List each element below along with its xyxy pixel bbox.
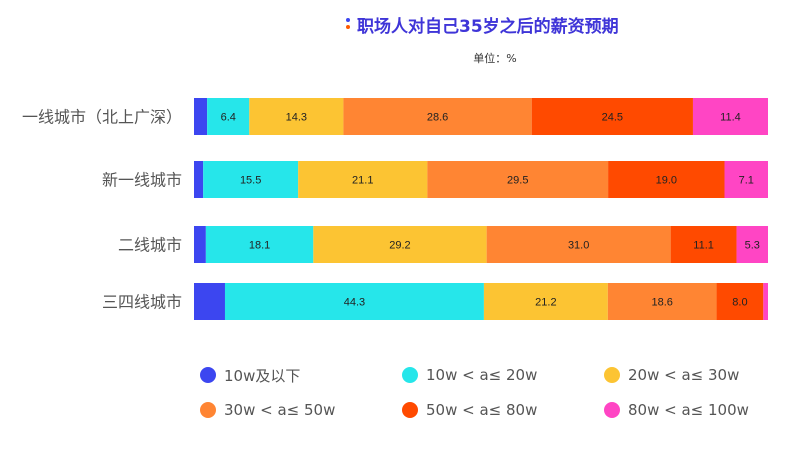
bar-value-label: 18.6 [651,297,672,309]
bar-segment [608,161,725,198]
bar-segment [203,161,299,198]
title-dot-blue [346,18,350,22]
legend-label: 10w < a≤ 20w [426,366,538,384]
bar-segment [194,98,208,135]
bar-segment [313,226,487,263]
bar-segment [670,226,737,263]
bar-value-label: 21.1 [352,175,373,187]
category-label: 三四线城市 [102,293,182,312]
bar-segment [205,226,314,263]
legend-swatch [402,367,418,383]
bar-value-label: 29.2 [389,240,410,252]
legend-item: 10w < a≤ 20w [402,364,537,386]
bar-value-label: 6.4 [221,112,236,124]
bar-value-label: 14.3 [286,112,307,124]
legend-item: 30w < a≤ 50w [200,399,335,421]
bar-segment [194,161,204,198]
chart-title: 职场人对自己35岁之后的薪资预期 [357,17,619,37]
bar-segment [249,98,344,135]
bar-value-label: 19.0 [656,175,677,187]
legend-swatch [200,402,216,418]
bar-value-label: 28.6 [427,112,448,124]
bar-value-label: 31.0 [568,240,589,252]
bar-value-label: 11.4 [720,112,741,124]
legend-swatch [604,402,620,418]
legend-label: 10w及以下 [224,366,301,385]
legend-item: 50w < a≤ 80w [402,399,537,421]
bar-segment [486,226,671,263]
bar-value-label: 24.5 [602,112,623,124]
bar-segment [763,283,768,320]
bar-segment [607,283,717,320]
bar-value-label: 8.0 [732,297,747,309]
bar-value-label: 29.5 [507,175,528,187]
legend-item: 80w < a≤ 100w [604,399,749,421]
legend-swatch [402,402,418,418]
bar-segment [483,283,608,320]
bar-value-label: 5.3 [745,240,760,252]
bar-value-label: 44.3 [344,297,365,309]
category-label: 二线城市 [118,236,182,255]
legend-swatch [604,367,620,383]
legend-item: 20w < a≤ 30w [604,364,739,386]
legend-item: 10w及以下 [200,364,300,386]
chart-legend: 10w及以下 10w < a≤ 20w 20w < a≤ 30w 30w < a≤ 5… [200,362,790,432]
bar-segment [343,98,532,135]
bar-segment [724,161,768,198]
category-label: 新一线城市 [102,171,182,190]
bar-value-label: 18.1 [249,240,270,252]
bar-segment [207,98,250,135]
legend-label: 80w < a≤ 100w [628,401,749,419]
bar-segment [531,98,693,135]
category-label: 一线城市（北上广深） [22,108,182,127]
bar-value-label: 11.1 [693,240,714,252]
legend-label: 50w < a≤ 80w [426,401,538,419]
title-bullet-icon [346,18,351,32]
bar-value-label: 7.1 [739,175,754,187]
legend-swatch [200,367,216,383]
title-dot-orange [346,25,350,29]
legend-label: 20w < a≤ 30w [628,366,740,384]
bar-segment [194,283,225,320]
bar-value-label: 21.2 [535,297,556,309]
bar-segment [692,98,768,135]
legend-label: 30w < a≤ 50w [224,401,336,419]
bar-segment [427,161,609,198]
bar-segment [194,226,206,263]
chart-unit: 单位：% [473,52,517,65]
bar-value-label: 15.5 [240,175,261,187]
bar-segment [716,283,764,320]
bar-segment [224,283,484,320]
chart-title-block: 职场人对自己35岁之后的薪资预期 [0,12,796,38]
bar-segment [736,226,768,263]
bar-segment [298,161,428,198]
